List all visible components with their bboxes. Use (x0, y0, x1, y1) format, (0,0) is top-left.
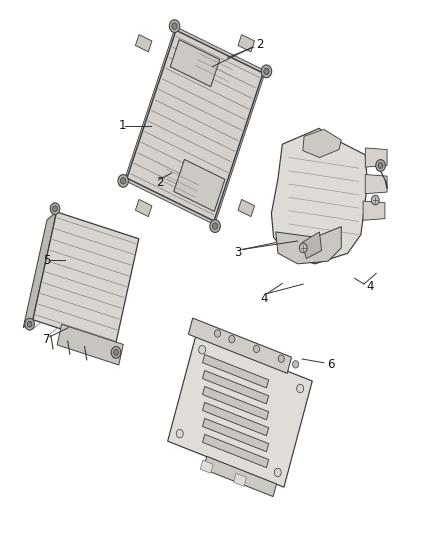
Polygon shape (188, 318, 292, 373)
Circle shape (297, 384, 304, 393)
Polygon shape (276, 227, 341, 264)
Circle shape (215, 330, 221, 337)
Polygon shape (57, 324, 124, 365)
Polygon shape (238, 35, 254, 52)
Circle shape (229, 335, 235, 343)
Circle shape (210, 220, 220, 232)
Circle shape (293, 361, 299, 368)
Circle shape (120, 177, 126, 184)
Polygon shape (174, 159, 225, 212)
Polygon shape (233, 473, 247, 487)
Polygon shape (202, 434, 268, 467)
Circle shape (278, 355, 284, 362)
Circle shape (172, 23, 177, 29)
Text: 6: 6 (327, 358, 335, 371)
Circle shape (176, 430, 183, 438)
Polygon shape (365, 174, 387, 193)
Polygon shape (170, 39, 220, 87)
Text: 4: 4 (367, 280, 374, 293)
Circle shape (212, 223, 218, 229)
Circle shape (114, 350, 118, 356)
Polygon shape (124, 27, 265, 225)
Polygon shape (202, 370, 268, 404)
Polygon shape (363, 201, 385, 220)
Polygon shape (303, 130, 341, 158)
Circle shape (274, 468, 281, 477)
Text: 3: 3 (234, 246, 242, 259)
Circle shape (264, 68, 269, 75)
Text: 7: 7 (43, 333, 51, 346)
Circle shape (50, 203, 60, 214)
Polygon shape (127, 30, 263, 221)
Circle shape (299, 243, 307, 253)
Circle shape (376, 160, 385, 171)
Circle shape (378, 163, 383, 168)
Circle shape (118, 174, 128, 187)
Polygon shape (302, 232, 321, 259)
Text: 1: 1 (119, 119, 126, 132)
Circle shape (254, 345, 260, 353)
Circle shape (53, 206, 57, 212)
Circle shape (25, 318, 35, 330)
Circle shape (27, 321, 32, 327)
Polygon shape (200, 460, 213, 473)
Text: 2: 2 (155, 176, 163, 189)
Polygon shape (238, 199, 254, 216)
Circle shape (371, 195, 379, 205)
Polygon shape (203, 456, 276, 497)
Polygon shape (365, 148, 387, 167)
Circle shape (111, 346, 121, 358)
Circle shape (199, 345, 206, 354)
Polygon shape (272, 128, 367, 264)
Polygon shape (202, 386, 268, 420)
Polygon shape (135, 199, 152, 216)
Text: 2: 2 (256, 38, 264, 51)
Circle shape (170, 20, 180, 33)
Polygon shape (202, 354, 268, 388)
Polygon shape (202, 402, 268, 436)
Circle shape (261, 65, 272, 78)
Polygon shape (202, 418, 268, 451)
Polygon shape (135, 35, 152, 52)
Polygon shape (33, 212, 139, 346)
Text: 4: 4 (260, 292, 268, 305)
Polygon shape (168, 335, 312, 487)
Text: 5: 5 (43, 254, 51, 266)
Polygon shape (23, 212, 57, 328)
